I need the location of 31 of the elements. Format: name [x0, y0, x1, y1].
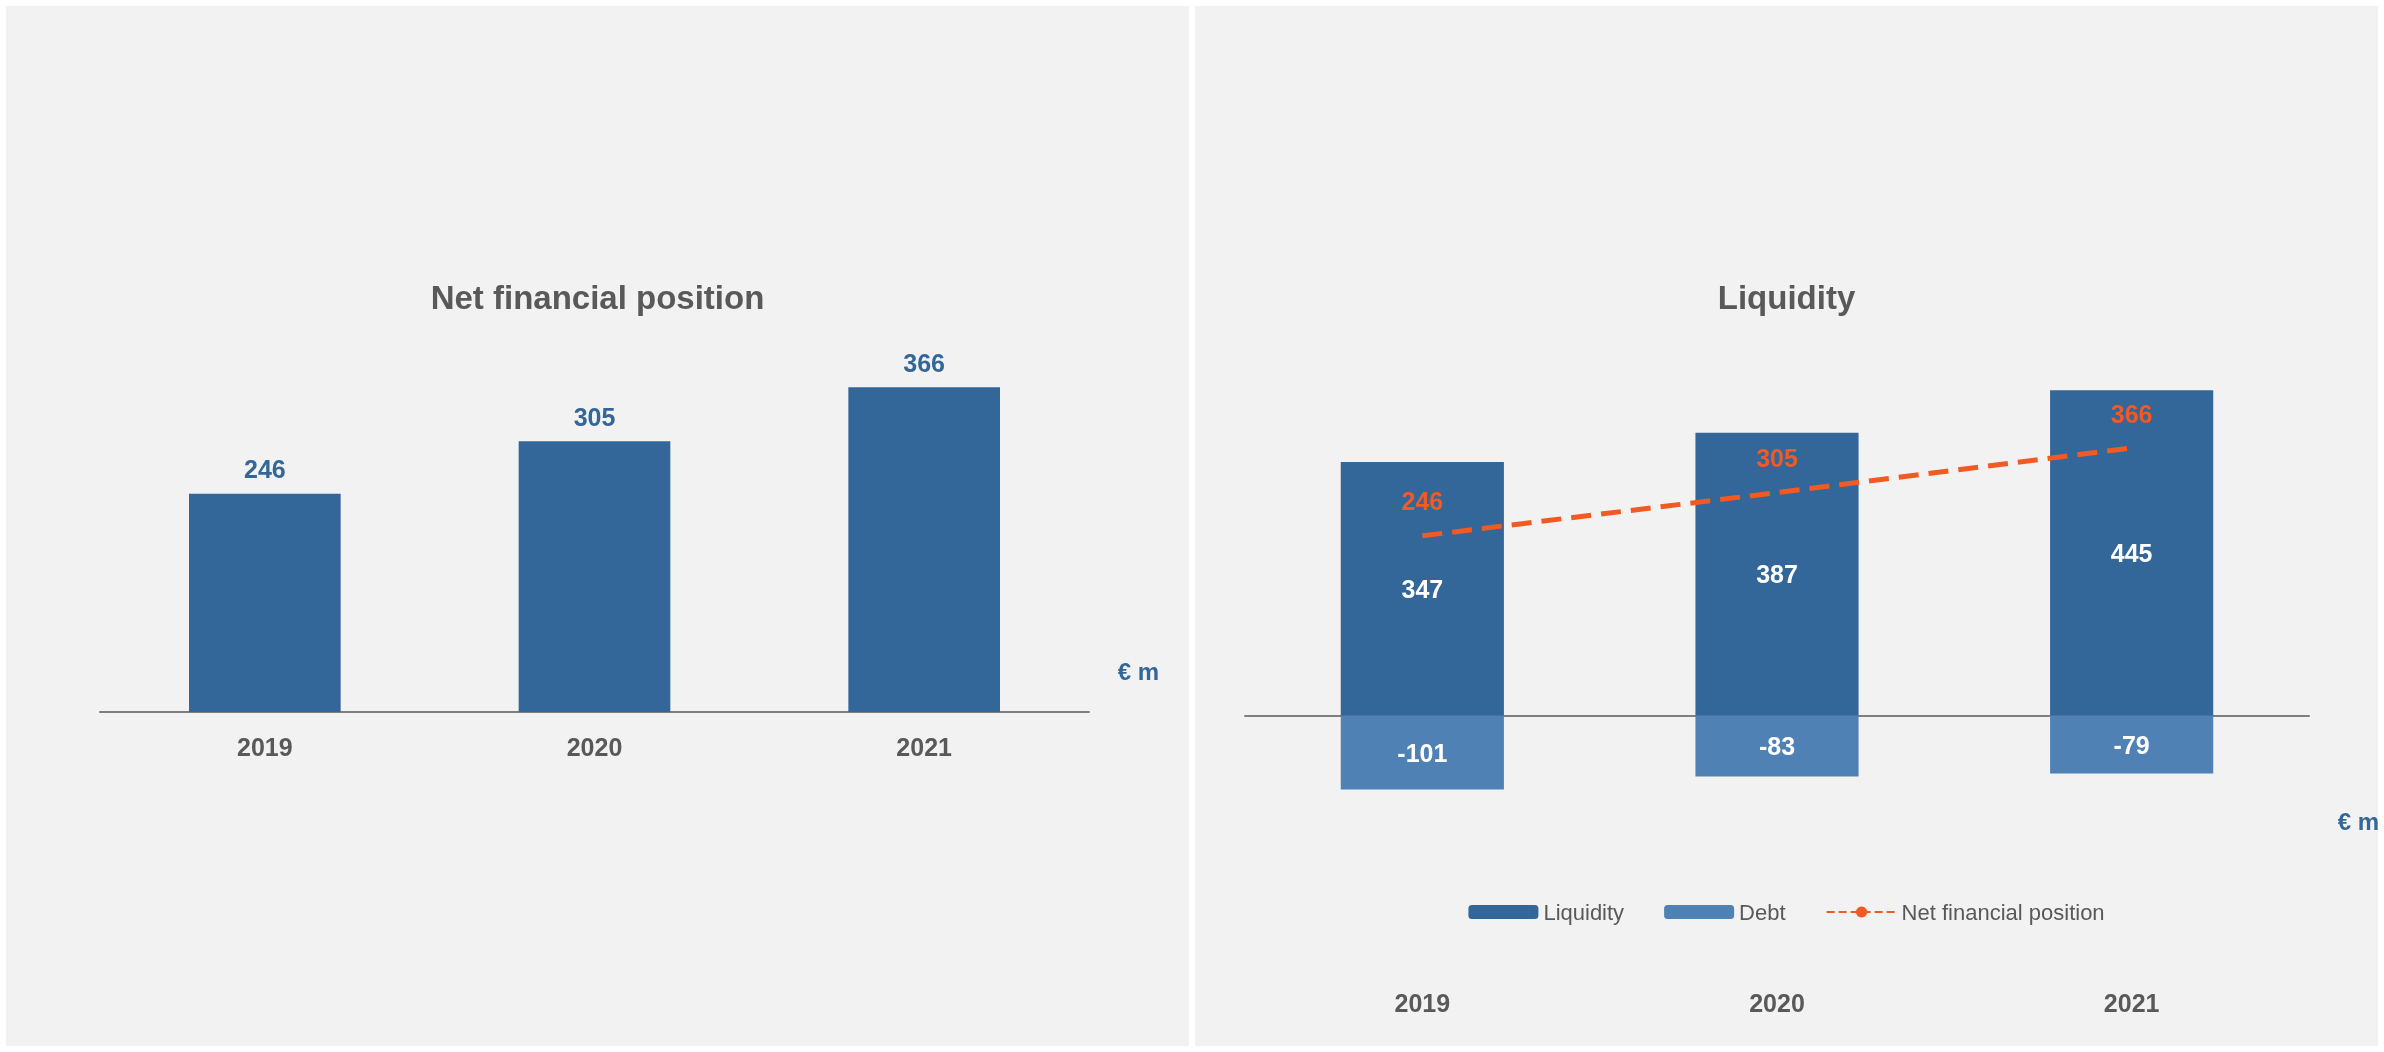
bar	[1695, 432, 1859, 716]
x-tick-label: 2019	[1394, 988, 1451, 1017]
x-tick-label: 2020	[1749, 988, 1805, 1017]
chart-title: Net financial position	[430, 279, 765, 316]
data-label: 305	[1756, 444, 1798, 473]
data-label: 246	[243, 455, 286, 484]
bar	[1695, 715, 1859, 777]
bar	[1340, 715, 1504, 790]
data-label: 347	[1401, 574, 1444, 603]
text: € m	[2337, 807, 2379, 835]
data-label: 366	[2110, 399, 2153, 428]
data-label: 445	[2110, 538, 2153, 567]
data-label: -79	[2113, 730, 2150, 759]
legend-label: Liquidity	[1543, 899, 1625, 925]
x-tick-label: 2021	[2103, 988, 2160, 1017]
text: Liquidity	[1717, 279, 1856, 316]
legend-label: Net financial position	[1901, 899, 2105, 925]
data-label: 387	[1756, 560, 1798, 589]
data-label: 366	[903, 348, 946, 377]
data-label: -83	[1758, 732, 1796, 761]
data-label: 246	[1401, 487, 1444, 516]
text: € m	[1117, 657, 1159, 685]
bar	[2050, 715, 2214, 774]
data-label: 305	[573, 402, 616, 431]
x-tick-label: 2020	[566, 732, 623, 761]
x-tick-label: 2021	[896, 732, 953, 761]
legend-label: Debt	[1739, 899, 1786, 925]
data-label: -101	[1397, 738, 1448, 767]
bar	[2050, 390, 2214, 716]
x-tick-label: 2019	[237, 732, 293, 761]
bar	[1340, 461, 1504, 716]
